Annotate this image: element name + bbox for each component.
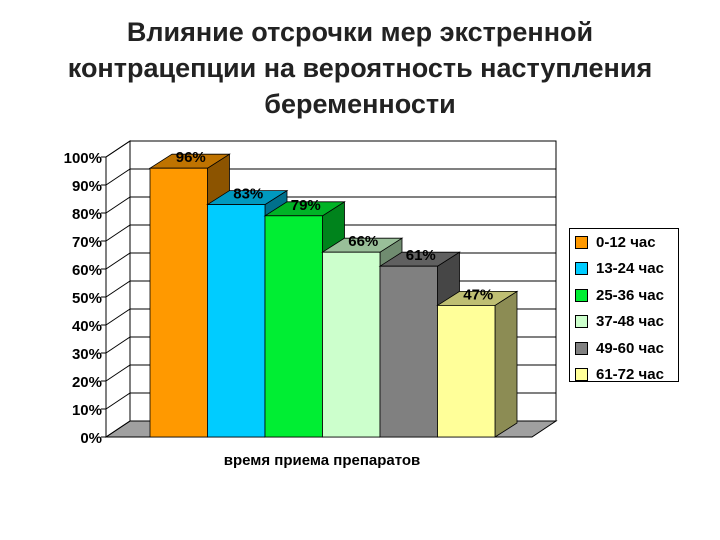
legend-swatch xyxy=(575,262,588,275)
y-tick-label: 90% xyxy=(72,178,102,195)
legend-label: 49-60 час xyxy=(596,339,664,357)
gridline-side xyxy=(105,196,131,214)
data-label: 66% xyxy=(348,233,378,250)
gridline-side xyxy=(105,168,131,186)
y-tick-label: 10% xyxy=(72,402,102,419)
y-tick-label: 20% xyxy=(72,374,102,391)
legend-label: 37-48 час xyxy=(596,313,664,330)
data-label: 79% xyxy=(291,197,321,214)
data-label: 61% xyxy=(406,247,436,264)
bars xyxy=(148,153,519,438)
y-tick-label: 100% xyxy=(64,150,102,167)
title-line-2: контрацепции на вероятность наступления xyxy=(67,53,653,83)
bar-6 xyxy=(436,290,519,438)
y-axis-ticks: 0% 10% 20% 30% 40% 50% 60% 70% 80% 90% 100% xyxy=(64,150,102,447)
legend-item: 25-36 час xyxy=(575,284,664,306)
legend-label: 61-72 час xyxy=(596,366,664,383)
legend-label: 25-36 час xyxy=(596,286,664,304)
legend-item: 0-12 час xyxy=(575,231,656,253)
legend-swatch xyxy=(575,235,588,249)
data-label: 83% xyxy=(233,186,263,203)
gridline-side xyxy=(105,392,131,410)
legend-item: 13-24 час xyxy=(575,258,664,280)
bar-front xyxy=(149,167,208,438)
bar-front xyxy=(207,204,266,438)
legend-swatch xyxy=(575,288,588,302)
bar-front xyxy=(264,215,323,438)
legend: 0-12 час 13-24 час 25-36 час 37-48 час 49-60… xyxy=(569,228,679,383)
legend-swatch xyxy=(575,368,588,381)
legend-swatch xyxy=(575,341,588,355)
gridline-side xyxy=(105,280,131,298)
legend-label: 13-24 час xyxy=(596,260,664,277)
legend-item: 61-72 час xyxy=(575,364,664,386)
bar-side xyxy=(494,290,518,438)
legend-item: 49-60 час xyxy=(575,337,664,359)
bar-front xyxy=(379,265,438,438)
gridline-side xyxy=(105,364,131,382)
legend-swatch xyxy=(575,315,588,328)
x-axis-label: время приема препаратов xyxy=(224,452,421,469)
y-tick-label: 50% xyxy=(72,290,102,307)
gridline-side xyxy=(105,224,131,242)
y-tick-label: 30% xyxy=(72,346,102,363)
data-labels: 96% 83% 79% 66% 61% 47% xyxy=(176,149,494,303)
y-tick-label: 80% xyxy=(72,206,102,223)
chart-title: Влияние отсрочки мер экстренной контраце… xyxy=(0,14,720,122)
y-tick-label: 70% xyxy=(72,234,102,251)
gridline-side xyxy=(105,420,131,438)
bar-front xyxy=(437,304,496,438)
y-tick-label: 40% xyxy=(72,318,102,335)
title-line-1: Влияние отсрочки мер экстренной xyxy=(126,17,594,47)
gridline-side xyxy=(105,336,131,354)
y-tick-label: 60% xyxy=(72,262,102,279)
data-label: 96% xyxy=(176,149,206,166)
y-tick-label: 0% xyxy=(80,430,102,447)
gridline-side xyxy=(105,140,131,158)
gridline-side xyxy=(105,308,131,326)
bar-front xyxy=(322,251,381,438)
data-label: 47% xyxy=(463,286,493,303)
title-line-3: беременности xyxy=(264,89,456,119)
legend-item: 37-48 час xyxy=(575,311,664,333)
legend-label: 0-12 час xyxy=(596,233,656,251)
gridline-side xyxy=(105,252,131,270)
